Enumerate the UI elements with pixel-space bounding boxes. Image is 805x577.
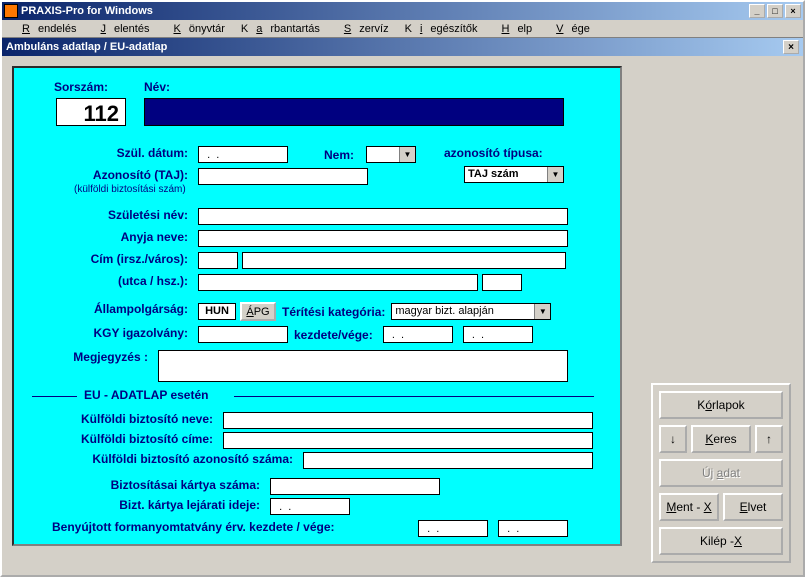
menu-rendeles[interactable]: Rendelés — [6, 22, 85, 36]
apg-button[interactable]: ÁPG — [240, 302, 276, 321]
kilep-button[interactable]: Kilép -X — [659, 527, 783, 555]
chevron-down-icon[interactable]: ▼ — [547, 167, 563, 182]
nem-label: Nem: — [324, 148, 360, 162]
menu-szerviz[interactable]: Szervíz — [328, 22, 397, 36]
app-icon — [4, 4, 18, 18]
kulf-bizt-azon-input[interactable] — [303, 452, 593, 469]
anyja-neve-label: Anyja neve: — [121, 230, 194, 244]
side-panel: Kórlapok ↓ Keres ↑ Új adat Ment - X Elve… — [651, 383, 791, 563]
megjegyzes-label: Megjegyzés : — [73, 350, 154, 364]
anyja-neve-input[interactable] — [198, 230, 568, 247]
beny2-input[interactable] — [498, 520, 568, 537]
nev-field[interactable] — [144, 98, 564, 126]
allampolg-label: Állampolgárság: — [94, 302, 194, 316]
cim-label: Cím (irsz./város): — [91, 252, 194, 266]
chevron-down-icon[interactable]: ▼ — [399, 147, 415, 162]
titlebar: PRAXIS-Pro for Windows _ □ × — [2, 2, 803, 20]
kulf-bizt-neve-label: Külföldi biztosító neve: — [81, 412, 219, 426]
beny1-input[interactable] — [418, 520, 488, 537]
azon-tipus-combo[interactable]: TAJ szám ▼ — [464, 166, 564, 183]
close-button[interactable]: × — [785, 4, 801, 18]
menu-karbantartas[interactable]: Karbantartás — [233, 22, 328, 36]
sorszam-value: 112 — [56, 98, 126, 126]
minimize-button[interactable]: _ — [749, 4, 765, 18]
up-arrow-button[interactable]: ↑ — [755, 425, 783, 453]
subtitle-text: Ambuláns adatlap / EU-adatlap — [6, 41, 783, 53]
kezdete-vege-label: kezdete/vége: — [294, 328, 379, 342]
menu-konyvtar[interactable]: Könyvtár — [157, 22, 232, 36]
subtitle-bar: Ambuláns adatlap / EU-adatlap × — [2, 38, 803, 56]
menu-vege[interactable]: Vége — [540, 22, 598, 36]
kulf-bizt-azon-label: Külföldi biztosító azonosító száma: — [92, 452, 299, 466]
utca-input[interactable] — [198, 274, 478, 291]
benyujtott-label: Benyújtott formanyomtatvány érv. kezdete… — [34, 520, 414, 534]
bizt-kartya-szama-input[interactable] — [270, 478, 440, 495]
uj-adat-button[interactable]: Új adat — [659, 459, 783, 487]
menu-help[interactable]: Help — [485, 22, 540, 36]
kulf-bizt-cime-label: Külföldi biztosító címe: — [81, 432, 219, 446]
irsz-input[interactable] — [198, 252, 238, 269]
app-window: PRAXIS-Pro for Windows _ □ × Rendelés Je… — [0, 0, 805, 577]
maximize-button[interactable]: □ — [767, 4, 783, 18]
szuletesi-nev-label: Születési név: — [108, 208, 194, 222]
kulf-bizt-neve-input[interactable] — [223, 412, 593, 429]
eu-section-title: EU - ADATLAP esetén — [80, 388, 212, 402]
kv2-input[interactable] — [463, 326, 533, 343]
ment-button[interactable]: Ment - X — [659, 493, 719, 521]
bizt-kartya-lejar-input[interactable] — [270, 498, 350, 515]
window-title: PRAXIS-Pro for Windows — [21, 5, 749, 17]
azonosito-note: (külföldi biztosítási szám) — [74, 184, 186, 195]
keres-button[interactable]: Keres — [691, 425, 751, 453]
kgy-input[interactable] — [198, 326, 288, 343]
szuletesi-nev-input[interactable] — [198, 208, 568, 225]
azon-tipus-label: azonosító típusa: — [444, 146, 549, 160]
teritesi-label: Térítési kategória: — [282, 305, 391, 319]
utca-label: (utca / hsz.): — [118, 274, 194, 288]
megjegyzes-input[interactable] — [158, 350, 568, 382]
allampolg-value[interactable]: HUN — [198, 303, 236, 320]
szul-datum-input[interactable] — [198, 146, 288, 163]
kgy-label: KGY igazolvány: — [94, 326, 194, 340]
teritesi-combo[interactable]: magyar bizt. alapján ▼ — [391, 303, 551, 320]
down-arrow-button[interactable]: ↓ — [659, 425, 687, 453]
szul-datum-label: Szül. dátum: — [117, 146, 194, 160]
sorszam-label: Sorszám: — [24, 80, 114, 94]
korlapok-button[interactable]: Kórlapok — [659, 391, 783, 419]
sub-close-button[interactable]: × — [783, 40, 799, 54]
bizt-kartya-lejar-label: Bizt. kártya lejárati ideje: — [119, 498, 266, 512]
varos-input[interactable] — [242, 252, 566, 269]
azonosito-input[interactable] — [198, 168, 368, 185]
nev-label: Név: — [144, 80, 176, 94]
content-area: Sorszám: 112 Név: Szül. dátum: Nem: ▼ — [2, 56, 803, 575]
menu-kiegeszitok[interactable]: Kiegészítők — [397, 22, 486, 36]
bizt-kartya-szama-label: Biztosításai kártya száma: — [111, 478, 266, 492]
menubar: Rendelés Jelentés Könyvtár Karbantartás … — [2, 20, 803, 38]
nem-combo[interactable]: ▼ — [366, 146, 416, 163]
form-panel: Sorszám: 112 Név: Szül. dátum: Nem: ▼ — [12, 66, 622, 546]
hsz-input[interactable] — [482, 274, 522, 291]
chevron-down-icon[interactable]: ▼ — [534, 304, 550, 319]
elvet-button[interactable]: Elvet — [723, 493, 783, 521]
azonosito-label: Azonosító (TAJ): — [93, 168, 194, 182]
menu-jelentes[interactable]: Jelentés — [85, 22, 158, 36]
kv1-input[interactable] — [383, 326, 453, 343]
kulf-bizt-cime-input[interactable] — [223, 432, 593, 449]
